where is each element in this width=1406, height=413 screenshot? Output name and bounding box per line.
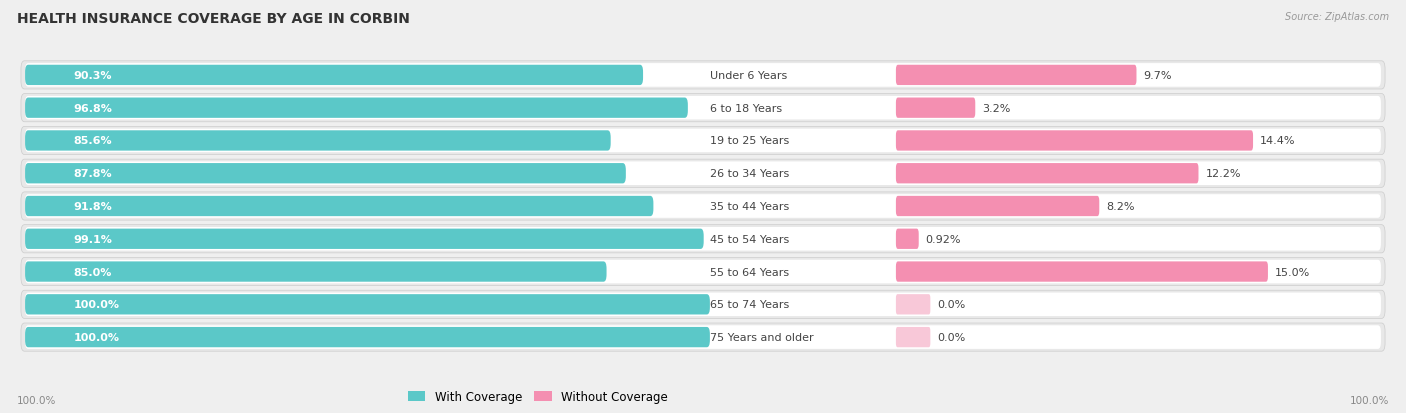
FancyBboxPatch shape <box>896 98 976 119</box>
FancyBboxPatch shape <box>25 66 643 86</box>
Text: 90.3%: 90.3% <box>73 71 112 81</box>
FancyBboxPatch shape <box>25 293 1381 316</box>
FancyBboxPatch shape <box>25 164 626 184</box>
FancyBboxPatch shape <box>896 294 931 315</box>
FancyBboxPatch shape <box>25 196 654 217</box>
FancyBboxPatch shape <box>21 192 1385 221</box>
FancyBboxPatch shape <box>25 64 1381 88</box>
Text: 100.0%: 100.0% <box>17 395 56 405</box>
FancyBboxPatch shape <box>25 327 710 347</box>
FancyBboxPatch shape <box>25 262 606 282</box>
FancyBboxPatch shape <box>25 97 1381 120</box>
Text: 100.0%: 100.0% <box>73 299 120 310</box>
FancyBboxPatch shape <box>21 62 1385 90</box>
FancyBboxPatch shape <box>21 160 1385 188</box>
Text: 91.8%: 91.8% <box>73 202 112 211</box>
FancyBboxPatch shape <box>896 164 1198 184</box>
Text: 6 to 18 Years: 6 to 18 Years <box>710 103 782 114</box>
FancyBboxPatch shape <box>25 195 1381 218</box>
FancyBboxPatch shape <box>21 127 1385 155</box>
Text: 85.0%: 85.0% <box>73 267 111 277</box>
FancyBboxPatch shape <box>25 131 610 151</box>
Text: 100.0%: 100.0% <box>1350 395 1389 405</box>
FancyBboxPatch shape <box>25 98 688 119</box>
Legend: With Coverage, Without Coverage: With Coverage, Without Coverage <box>402 385 672 408</box>
FancyBboxPatch shape <box>896 66 1136 86</box>
Text: 0.0%: 0.0% <box>938 332 966 342</box>
Text: 99.1%: 99.1% <box>73 234 112 244</box>
FancyBboxPatch shape <box>25 260 1381 284</box>
Text: 65 to 74 Years: 65 to 74 Years <box>710 299 789 310</box>
FancyBboxPatch shape <box>21 323 1385 351</box>
Text: 12.2%: 12.2% <box>1205 169 1241 179</box>
FancyBboxPatch shape <box>25 129 1381 153</box>
FancyBboxPatch shape <box>896 327 931 347</box>
Text: 8.2%: 8.2% <box>1107 202 1135 211</box>
Text: 55 to 64 Years: 55 to 64 Years <box>710 267 789 277</box>
Text: HEALTH INSURANCE COVERAGE BY AGE IN CORBIN: HEALTH INSURANCE COVERAGE BY AGE IN CORB… <box>17 12 409 26</box>
FancyBboxPatch shape <box>896 229 918 249</box>
Text: 14.4%: 14.4% <box>1260 136 1295 146</box>
FancyBboxPatch shape <box>25 228 1381 251</box>
Text: Source: ZipAtlas.com: Source: ZipAtlas.com <box>1285 12 1389 22</box>
FancyBboxPatch shape <box>25 229 703 249</box>
FancyBboxPatch shape <box>896 131 1253 151</box>
FancyBboxPatch shape <box>896 196 1099 217</box>
FancyBboxPatch shape <box>21 258 1385 286</box>
Text: 9.7%: 9.7% <box>1143 71 1171 81</box>
Text: 96.8%: 96.8% <box>73 103 112 114</box>
FancyBboxPatch shape <box>21 94 1385 123</box>
Text: 0.0%: 0.0% <box>938 299 966 310</box>
Text: 15.0%: 15.0% <box>1275 267 1310 277</box>
Text: 75 Years and older: 75 Years and older <box>710 332 814 342</box>
Text: 45 to 54 Years: 45 to 54 Years <box>710 234 789 244</box>
FancyBboxPatch shape <box>21 225 1385 253</box>
Text: 26 to 34 Years: 26 to 34 Years <box>710 169 789 179</box>
Text: 0.92%: 0.92% <box>925 234 962 244</box>
FancyBboxPatch shape <box>896 262 1268 282</box>
Text: 87.8%: 87.8% <box>73 169 112 179</box>
Text: 85.6%: 85.6% <box>73 136 112 146</box>
FancyBboxPatch shape <box>21 290 1385 319</box>
FancyBboxPatch shape <box>25 162 1381 185</box>
Text: 35 to 44 Years: 35 to 44 Years <box>710 202 789 211</box>
Text: 100.0%: 100.0% <box>73 332 120 342</box>
FancyBboxPatch shape <box>25 325 1381 349</box>
Text: Under 6 Years: Under 6 Years <box>710 71 787 81</box>
FancyBboxPatch shape <box>25 294 710 315</box>
Text: 19 to 25 Years: 19 to 25 Years <box>710 136 789 146</box>
Text: 3.2%: 3.2% <box>983 103 1011 114</box>
